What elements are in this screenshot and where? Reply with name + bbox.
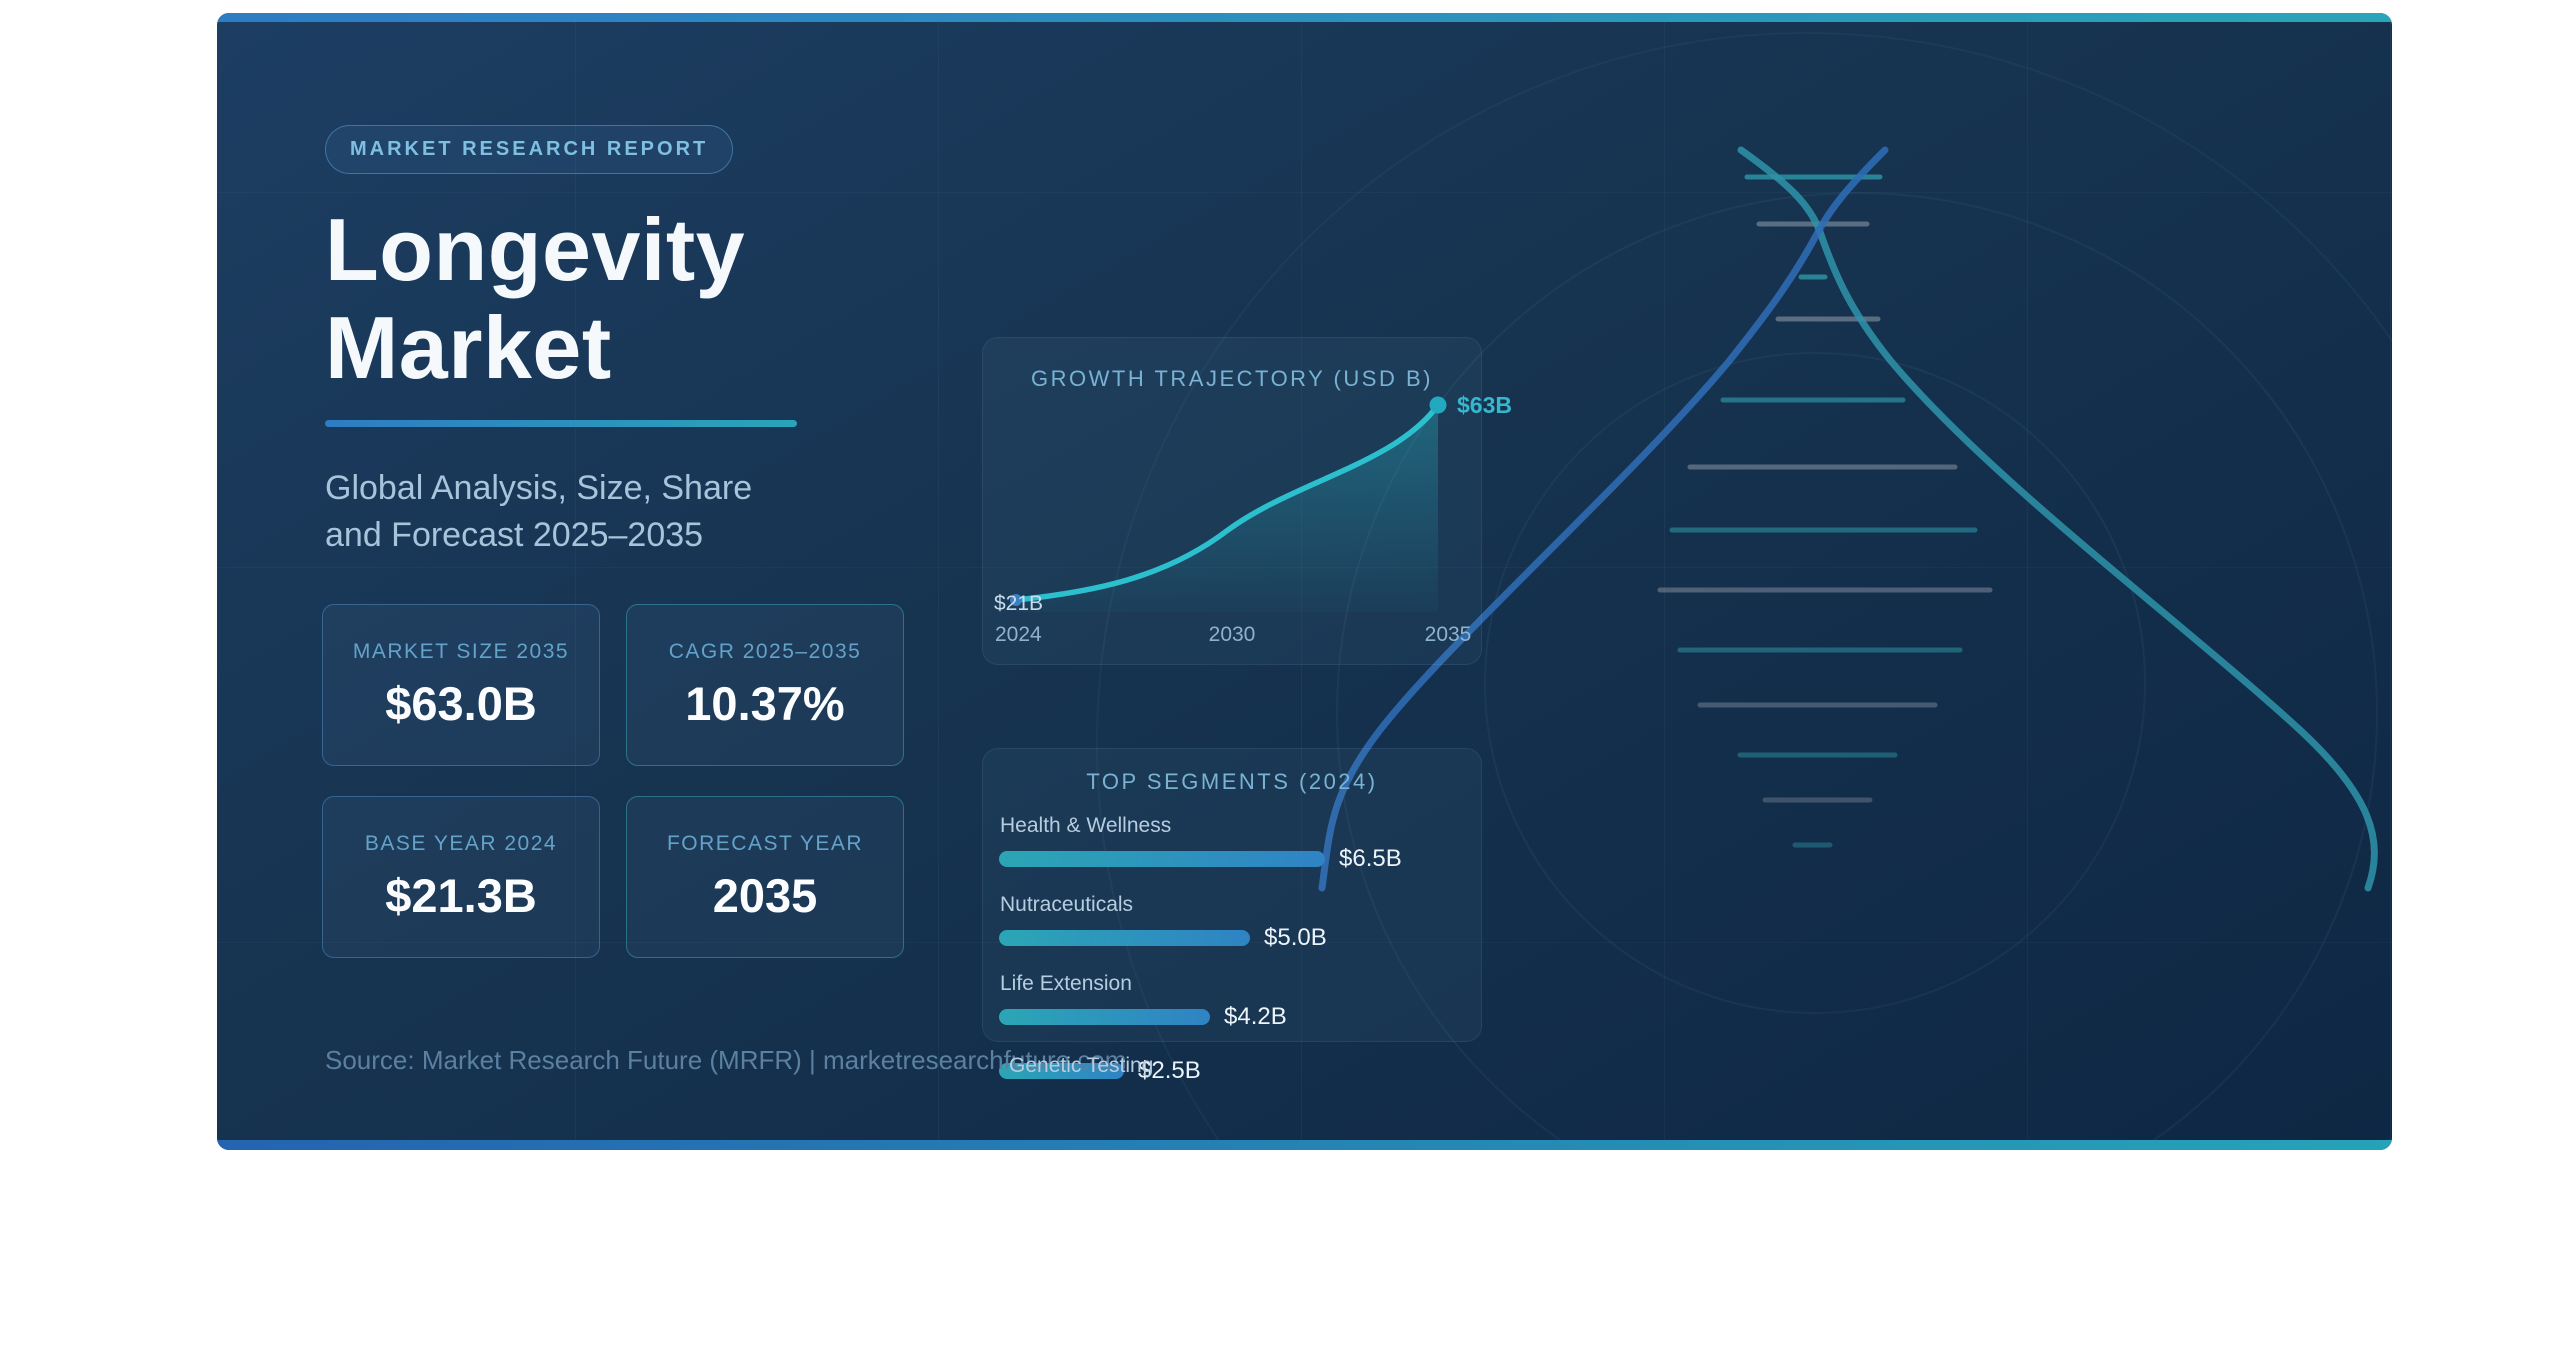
segment-row-genetic-testing: Genetic Testing $2.5B <box>999 1054 1465 1085</box>
subtitle-line2: and Forecast 2025–2035 <box>325 516 704 554</box>
dna-rungs <box>1657 174 1993 848</box>
segment-label: Nutraceuticals <box>1000 893 1134 916</box>
growth-trajectory-panel: GROWTH TRAJECTORY (USD B) $21B $63B 2024… <box>982 337 1512 665</box>
segment-label: Life Extension <box>1000 972 1132 995</box>
stat-label: FORECAST YEAR <box>666 831 864 855</box>
growth-chart-title: GROWTH TRAJECTORY (USD B) <box>1031 366 1433 391</box>
source-text: Source: Market Research Future (MRFR) | … <box>325 1045 1127 1075</box>
subtitle-line1: Global Analysis, Size, Share <box>325 469 753 507</box>
top-segments-panel: TOP SEGMENTS (2024) Health & Wellness $6… <box>982 748 1482 1084</box>
stat-label: CAGR 2025–2035 <box>668 639 862 663</box>
dna-strand-teal <box>1737 146 2378 892</box>
segment-bar <box>999 930 1250 946</box>
segments-title: TOP SEGMENTS (2024) <box>1086 769 1378 794</box>
stat-card-market-size: MARKET SIZE 2035 $63.0B <box>322 604 600 766</box>
page-title: Longevity Market <box>325 201 745 397</box>
page-title-line2: Market <box>325 298 612 397</box>
report-badge-label: MARKET RESEARCH REPORT <box>350 138 709 160</box>
segment-value: $4.2B <box>1224 1003 1287 1030</box>
segment-value: $6.5B <box>1339 845 1402 872</box>
growth-start-label: $21B <box>994 592 1043 615</box>
stat-card-base-year: BASE YEAR 2024 $21.3B <box>322 796 600 958</box>
stat-label: BASE YEAR 2024 <box>364 831 558 855</box>
bottom-accent-bar <box>217 1140 2392 1150</box>
growth-end-dot <box>1429 396 1447 414</box>
growth-curve <box>1013 402 1441 603</box>
report-card: MARKET RESEARCH REPORT Longevity Market … <box>217 13 2392 1150</box>
segment-value: $2.5B <box>1138 1057 1201 1084</box>
x-tick-2035: 2035 <box>1425 623 1472 646</box>
stats-grid: MARKET SIZE 2035 $63.0B CAGR 2025–2035 1… <box>322 604 904 958</box>
subtitle: Global Analysis, Size, Share and Forecas… <box>325 465 752 559</box>
growth-end-label: $63B <box>1457 392 1512 418</box>
stat-value: $63.0B <box>385 676 537 730</box>
growth-start-dot <box>1010 594 1022 606</box>
stat-value: 2035 <box>712 868 818 922</box>
stat-value: 10.37% <box>685 676 845 730</box>
segment-label: Health & Wellness <box>1000 814 1172 837</box>
segment-bar <box>999 1063 1124 1079</box>
page-title-line1: Longevity <box>325 200 746 299</box>
segment-label: Genetic Testing <box>1009 1054 1154 1077</box>
segment-bar <box>999 851 1325 867</box>
x-tick-2030: 2030 <box>1209 623 1256 646</box>
stat-value: $21.3B <box>385 868 537 922</box>
top-accent-bar <box>217 13 2392 22</box>
segment-value: $5.0B <box>1264 924 1327 951</box>
segment-bar <box>999 1009 1210 1025</box>
segment-row-health-wellness: Health & Wellness $6.5B <box>999 814 1465 873</box>
stat-label: MARKET SIZE 2035 <box>352 639 570 663</box>
stat-card-cagr: CAGR 2025–2035 10.37% <box>626 604 904 766</box>
stat-card-forecast-year: FORECAST YEAR 2035 <box>626 796 904 958</box>
report-badge: MARKET RESEARCH REPORT <box>325 125 734 174</box>
x-tick-2024: 2024 <box>995 623 1042 646</box>
segment-row-life-extension: Life Extension $4.2B <box>999 972 1465 1031</box>
segment-row-nutraceuticals: Nutraceuticals $5.0B <box>999 893 1465 952</box>
growth-trajectory-chart: GROWTH TRAJECTORY (USD B) $21B $63B 2024… <box>994 366 1512 646</box>
growth-area-fill <box>1016 405 1438 612</box>
title-underline <box>325 420 797 427</box>
